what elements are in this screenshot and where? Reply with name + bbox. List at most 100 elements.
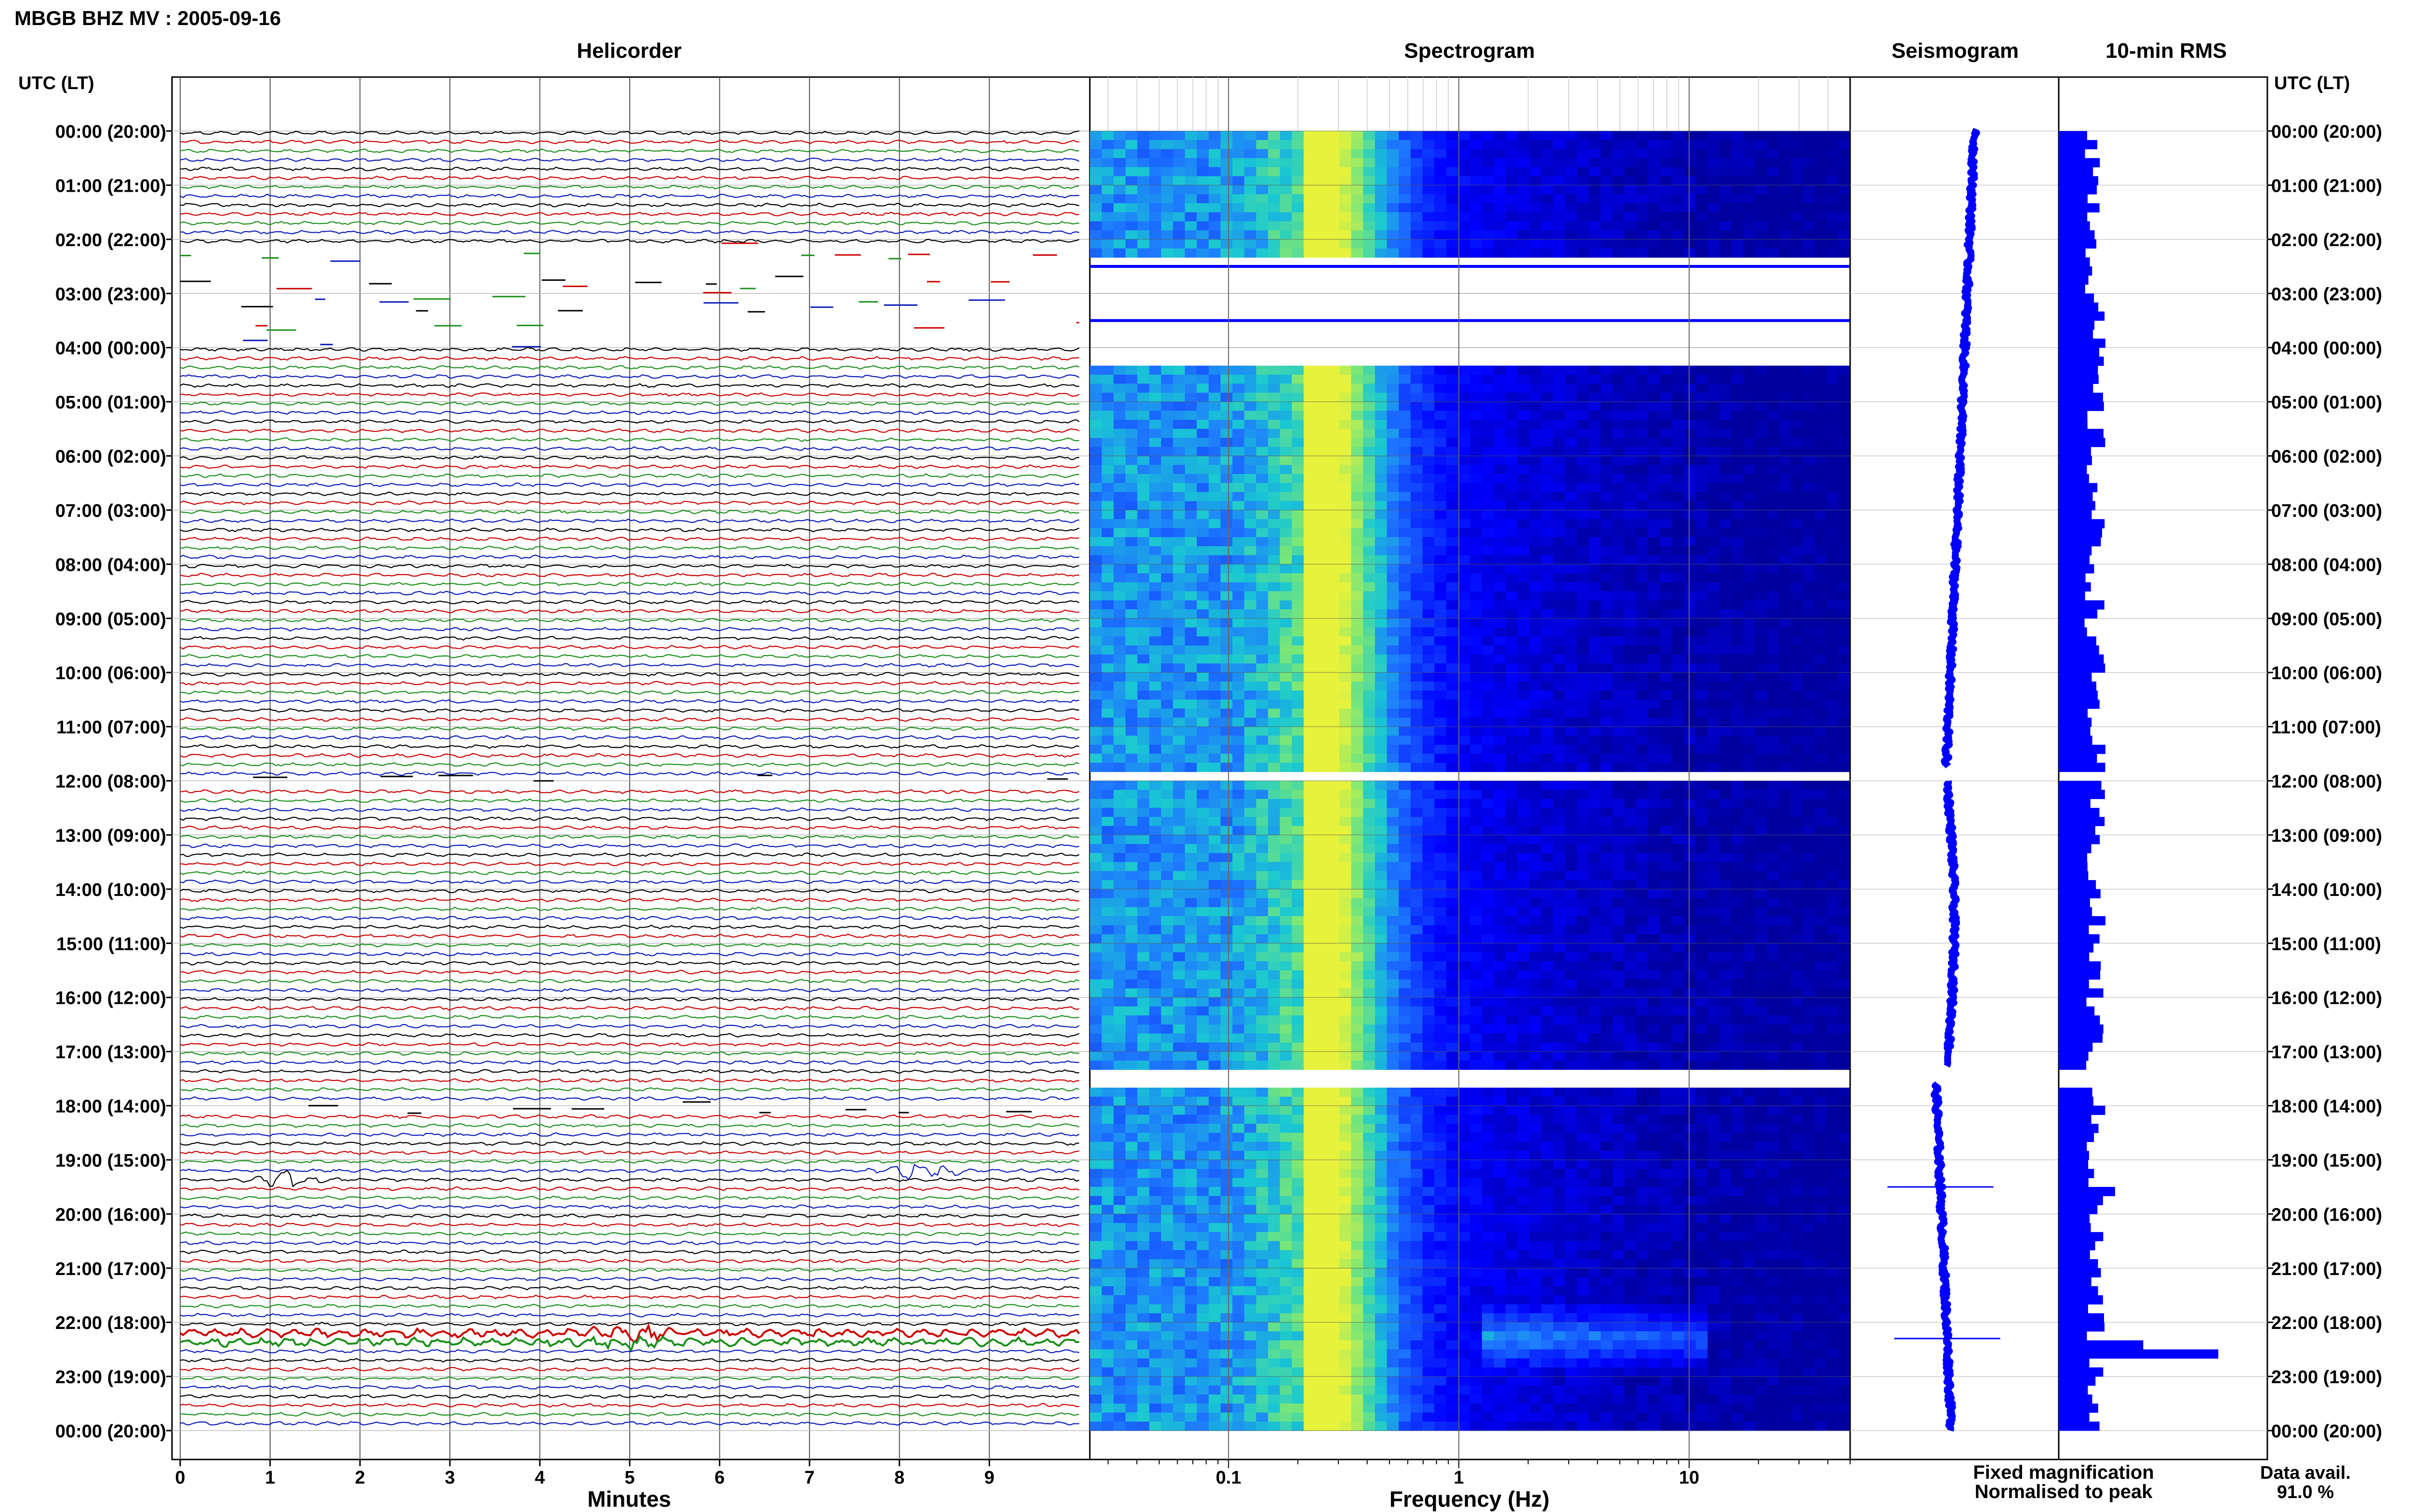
spectrogram-cell [1339,609,1352,619]
spectrogram-cell [1410,167,1423,177]
spectrogram-cell [1292,654,1304,664]
spectrogram-cell [1482,826,1494,835]
spectrogram-cell [1196,609,1209,619]
helicorder-trace [180,978,1080,984]
spectrogram-cell [1779,230,1791,240]
spectrogram-cell [1601,789,1613,799]
spectrogram-cell [1351,591,1363,601]
spectrogram-cell [1648,537,1661,547]
spectrogram-cell [1636,410,1649,421]
spectrogram-cell [1588,158,1601,168]
spectrogram-cell [1232,492,1245,501]
spectrogram-cell [1090,789,1102,799]
spectrogram-cell [1339,465,1352,474]
spectrogram-cell [1731,654,1744,664]
spectrogram-cell [1387,898,1399,907]
spectrogram-cell [1779,781,1791,790]
spectrogram-cell [1624,753,1637,763]
spectrogram-cell [1327,167,1340,177]
spectrogram-cell [1624,167,1637,177]
spectrogram-cell [1636,194,1649,204]
spectrogram-cell [1482,636,1494,646]
spectrogram-cell [1767,573,1779,583]
spectrogram-cell [1576,374,1589,384]
spectrogram-cell [1458,889,1470,899]
spectrogram-cell [1541,429,1554,438]
spectrogram-cell [1612,492,1625,501]
spectrogram-cell [1576,167,1589,177]
spectrogram-cell [1826,835,1839,844]
spectrogram-cell [1743,573,1756,583]
spectrogram-cell [1529,880,1542,890]
spectrogram-cell [1755,816,1768,827]
spectrogram-cell [1636,555,1649,565]
spectrogram-cell [1482,185,1494,195]
spectrogram-cell [1256,465,1269,474]
spectrogram-cell [1375,456,1388,465]
spectrogram-cell [1196,573,1209,583]
spectrogram-cell [1232,149,1245,158]
spectrogram-cell [1256,456,1269,465]
spectrogram-cell [1695,880,1708,890]
spectrogram-cell [1541,483,1554,492]
spectrogram-cell [1601,654,1613,664]
spectrogram-cell [1660,456,1672,465]
spectrogram-cell [1470,374,1482,384]
spectrogram-cell [1339,726,1352,736]
spectrogram-cell [1292,781,1304,790]
spectrogram-cell [1315,591,1328,601]
spectrogram-cell [1387,374,1399,384]
spectrogram-cell [1517,474,1530,484]
spectrogram-cell [1351,221,1363,231]
spectrogram-cell [1280,880,1292,890]
spectrogram-cell [1648,591,1661,601]
spectrogram-cell [1470,789,1482,799]
spectrogram-cell [1826,591,1839,601]
spectrogram-cell [1303,745,1316,754]
spectrogram-cell [1636,447,1649,457]
spectrogram-cell [1351,799,1363,808]
spectrogram-cell [1814,546,1827,556]
spectrogram-cell [1446,663,1458,673]
spectrogram-cell [1315,690,1328,700]
spectrogram-cell [1137,203,1150,213]
spectrogram-cell [1161,194,1174,204]
spectrogram-cell [1375,248,1388,258]
spectrogram-cell [1494,853,1506,863]
spectrogram-cell [1220,546,1233,556]
spectrogram-cell [1624,862,1637,871]
spectrogram-cell [1506,564,1518,574]
spectrogram-cell [1683,880,1696,890]
spectrogram-cell [1672,194,1684,204]
spectrogram-cell [1553,627,1565,637]
spectrogram-cell [1553,853,1565,863]
spectrogram-cell [1576,555,1589,565]
spectrogram-cell [1719,374,1732,384]
spectrogram-cell [1101,176,1114,185]
helicorder-trace [180,365,1080,370]
spectrogram-cell [1755,789,1768,799]
spectrogram-cell [1672,844,1684,854]
spectrogram-cell [1363,709,1376,718]
spectrogram-cell [1410,663,1423,673]
spectrogram-cell [1446,510,1458,520]
spectrogram-cell [1779,546,1791,556]
spectrogram-cell [1731,636,1744,646]
spectrogram-cell [1232,627,1245,637]
spectrogram-cell [1826,618,1839,628]
spectrogram-cell [1624,456,1637,465]
spectrogram-cell [1743,537,1756,547]
spectrogram-cell [1660,609,1672,619]
spectrogram-cell [1196,492,1209,501]
spectrogram-cell [1683,474,1696,484]
spectrogram-cell [1517,185,1530,195]
spectrogram-cell [1743,221,1756,231]
spectrogram-cell [1244,600,1257,610]
spectrogram-cell [1743,690,1756,700]
helicorder-trace [180,1240,1080,1246]
spectrogram-cell [1339,510,1352,520]
spectrogram-cell [1303,149,1316,158]
spectrogram-cell [1683,717,1696,727]
spectrogram-cell [1303,600,1316,610]
spectrogram-cell [1779,808,1791,817]
